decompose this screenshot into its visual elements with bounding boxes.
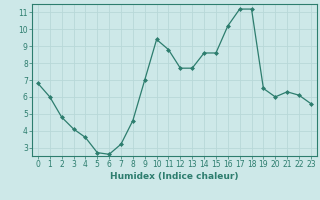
X-axis label: Humidex (Indice chaleur): Humidex (Indice chaleur) [110,172,239,181]
